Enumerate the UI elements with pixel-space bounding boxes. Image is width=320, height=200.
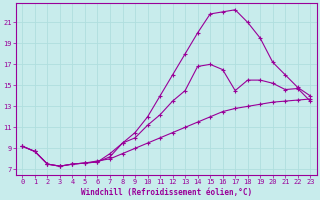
X-axis label: Windchill (Refroidissement éolien,°C): Windchill (Refroidissement éolien,°C) [81,188,252,197]
